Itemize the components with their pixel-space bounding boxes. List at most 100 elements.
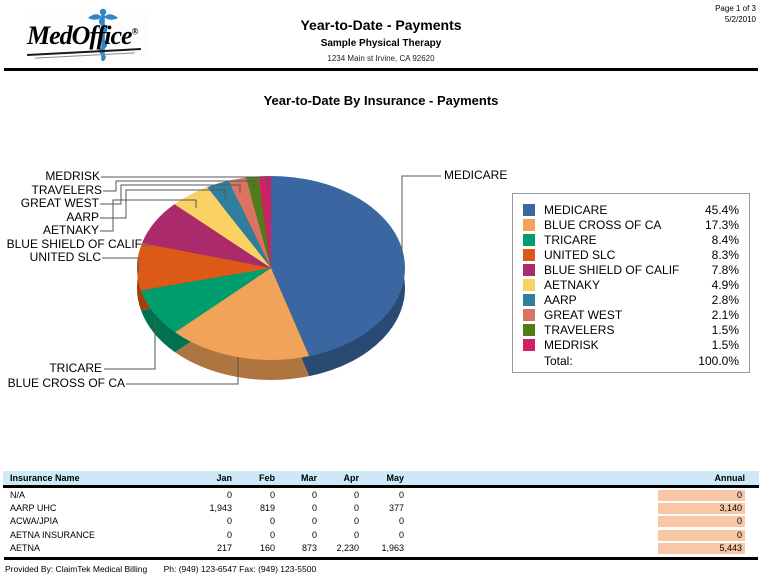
legend-row-aarp: AARP 2.8% — [523, 293, 739, 308]
pie-slice-aetnaky — [174, 187, 271, 268]
legend-total-value: 100.0% — [698, 354, 739, 369]
row-month-value: 0 — [311, 529, 317, 540]
legend-label: AETNAKY — [544, 278, 601, 293]
row-month-value: 0 — [269, 529, 275, 540]
legend-percent: 1.5% — [711, 323, 739, 338]
report-header: Year-to-Date - Payments Sample Physical … — [0, 17, 762, 63]
pie-leader-line — [101, 176, 268, 187]
row-month-value: 0 — [311, 490, 317, 500]
row-month-value: 0 — [398, 516, 404, 527]
legend-label: UNITED SLC — [544, 247, 616, 262]
legend-label: MEDICARE — [544, 202, 608, 217]
pie-leader-line — [100, 189, 226, 219]
pie-slice-medicare — [271, 176, 405, 357]
row-annual-value: 0 — [658, 490, 745, 501]
table-row-aetna-insurance: AETNA INSURANCE 0 0 0 0 0 0 — [3, 529, 759, 542]
pie-leader-line — [401, 175, 441, 256]
header-divider — [4, 68, 758, 71]
legend-label: BLUE SHIELD OF CALIF — [544, 262, 680, 277]
row-annual-value: 0 — [658, 516, 745, 528]
legend-swatch — [523, 203, 535, 216]
pie-callout-label-aarp: AARP — [66, 210, 99, 224]
pie-slice-medrisk — [258, 176, 271, 268]
row-annual-value: 3,140 — [658, 503, 745, 515]
legend-row-blue-cross-of-ca: BLUE CROSS OF CA 17.3% — [523, 217, 739, 232]
row-month-value: 0 — [269, 490, 275, 500]
footer: Provided By: ClaimTek Medical Billing Ph… — [5, 564, 330, 574]
legend-label: GREAT WEST — [544, 308, 623, 323]
pie-slice-blue-shield-of-calif — [142, 204, 271, 268]
pie-callout-label-great-west: GREAT WEST — [20, 196, 99, 210]
pie-callout-label-tricare: TRICARE — [49, 361, 102, 375]
page-number: Page 1 of 3 — [715, 4, 756, 13]
row-month-value: 0 — [353, 516, 359, 527]
header-annual: Annual — [714, 473, 746, 483]
report-title: Year-to-Date - Payments — [300, 17, 462, 33]
chart-legend: MEDICARE 45.4% BLUE CROSS OF CA 17.3% TRICAR… — [512, 193, 750, 373]
header-insurance-name: Insurance Name — [10, 473, 80, 483]
footer-provided-by: Provided By: ClaimTek Medical Billing — [5, 564, 148, 574]
legend-percent: 1.5% — [711, 338, 739, 353]
legend-row-tricare: TRICARE 8.4% — [523, 232, 739, 247]
legend-row-blue-shield-of-calif: BLUE SHIELD OF CALIF 7.8% — [523, 262, 739, 277]
row-month-value: 0 — [311, 516, 317, 527]
legend-row-great-west: GREAT WEST 2.1% — [523, 308, 739, 323]
legend-percent: 2.8% — [711, 293, 739, 308]
pie-callout-label-medicare: MEDICARE — [444, 168, 508, 182]
row-annual-value: 0 — [658, 529, 745, 541]
row-insurance-name: AETNA INSURANCE — [10, 529, 96, 540]
legend-total-row: Total: 100.0% — [523, 353, 739, 370]
row-month-value: 377 — [388, 503, 404, 514]
table-header-row: Insurance Name Jan Feb Mar Apr May Annual — [3, 471, 759, 485]
pie-slice-aarp — [207, 180, 271, 268]
row-month-value: 0 — [353, 503, 359, 514]
legend-percent: 4.9% — [711, 278, 739, 293]
legend-swatch — [523, 294, 535, 307]
legend-swatch — [523, 339, 535, 352]
table-row-aarp-uhc: AARP UHC 1,943 819 0 0 377 3,140 — [3, 502, 759, 515]
legend-percent: 17.3% — [704, 217, 739, 232]
legend-label: TRAVELERS — [544, 323, 615, 338]
legend-swatch — [523, 218, 535, 231]
legend-percent: 7.8% — [711, 262, 739, 277]
header-month-may: May — [386, 473, 404, 483]
pie-leader-line — [102, 257, 139, 272]
pie-slice-united-slc — [136, 242, 271, 291]
row-month-value: 0 — [226, 490, 232, 500]
table-row-acwa-jpia: ACWA/JPIA 0 0 0 0 0 0 — [3, 515, 759, 528]
legend-row-medicare: MEDICARE 45.4% — [523, 202, 739, 217]
legend-percent: 8.4% — [711, 232, 739, 247]
row-month-value: 1,963 — [381, 542, 404, 553]
pie-leader-line — [126, 357, 239, 385]
legend-swatch — [523, 324, 535, 337]
row-insurance-name: AETNA — [10, 542, 41, 553]
row-month-value: 819 — [259, 503, 275, 514]
row-month-value: 2,230 — [336, 542, 359, 553]
row-month-value: 0 — [398, 529, 404, 540]
pie-callout-label-blue-cross-of-ca: BLUE CROSS OF CA — [7, 376, 125, 390]
pie-slice-great-west — [228, 177, 271, 268]
row-month-value: 0 — [311, 503, 317, 514]
pie-slice-blue-cross-of-ca — [175, 268, 310, 360]
footer-divider — [4, 557, 758, 560]
logo-registered-mark: ® — [131, 26, 139, 37]
row-month-value: 0 — [226, 516, 232, 527]
header-month-apr: Apr — [343, 473, 360, 483]
footer-contact: Ph: (949) 123-6547 Fax: (949) 123-5500 — [163, 564, 317, 574]
table-row-aetna: AETNA 217 160 873 2,230 1,963 5,443 — [3, 542, 759, 555]
legend-row-aetnaky: AETNAKY 4.9% — [523, 277, 739, 292]
pie-slice-tricare — [141, 268, 271, 333]
legend-swatch — [523, 263, 535, 276]
pie-callout-label-aetnaky: AETNAKY — [42, 223, 99, 237]
row-month-value: 1,943 — [209, 503, 232, 514]
legend-swatch — [523, 233, 535, 246]
page-info: Page 1 of 3 5/2/2010 — [715, 3, 756, 25]
practice-name: Sample Physical Therapy — [320, 38, 442, 49]
legend-swatch — [523, 279, 535, 292]
row-month-value: 0 — [353, 529, 359, 540]
pie-leader-line — [104, 316, 156, 370]
row-insurance-name: AARP UHC — [10, 503, 57, 514]
legend-total-label: Total: — [544, 354, 573, 369]
